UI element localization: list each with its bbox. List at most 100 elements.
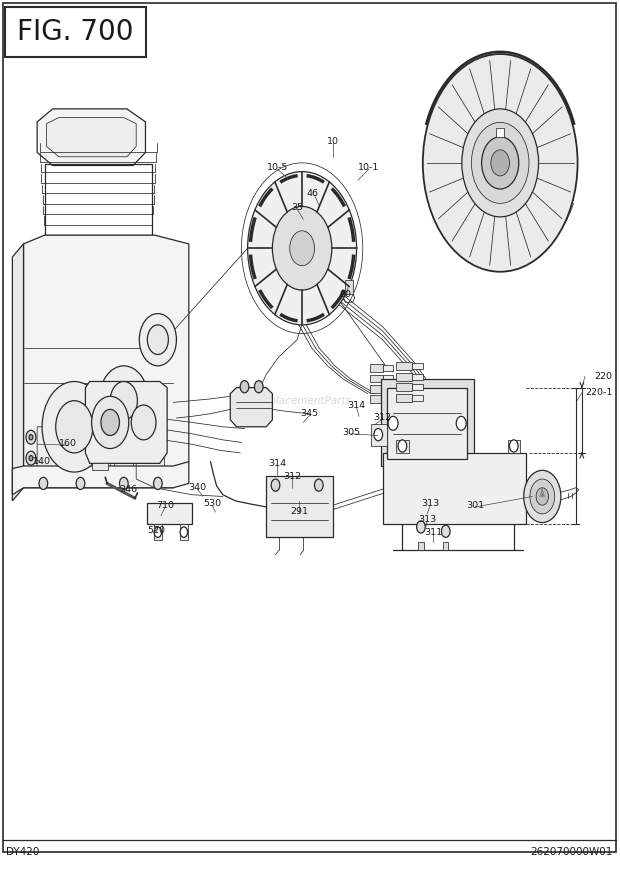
- Text: DY420: DY420: [6, 847, 40, 857]
- Circle shape: [441, 525, 450, 537]
- Text: 46: 46: [307, 189, 319, 198]
- Circle shape: [39, 477, 48, 490]
- Bar: [412, 395, 423, 401]
- Text: 90: 90: [339, 290, 352, 299]
- Circle shape: [120, 477, 128, 490]
- Text: 345: 345: [301, 409, 319, 418]
- Circle shape: [254, 381, 263, 393]
- Text: 305: 305: [342, 428, 360, 436]
- Polygon shape: [443, 542, 448, 550]
- Circle shape: [101, 409, 120, 436]
- Circle shape: [180, 527, 188, 537]
- Polygon shape: [345, 280, 353, 294]
- Polygon shape: [154, 524, 162, 540]
- Text: 340: 340: [188, 483, 206, 492]
- Polygon shape: [418, 542, 424, 550]
- Circle shape: [491, 150, 510, 176]
- Polygon shape: [24, 235, 189, 488]
- Polygon shape: [387, 388, 467, 459]
- Circle shape: [99, 366, 149, 436]
- Circle shape: [240, 381, 249, 393]
- Bar: [383, 375, 393, 381]
- Text: 35: 35: [291, 203, 303, 212]
- Text: 140: 140: [33, 457, 51, 466]
- Circle shape: [510, 440, 518, 452]
- Circle shape: [92, 396, 129, 449]
- Circle shape: [456, 416, 466, 430]
- Circle shape: [271, 479, 280, 491]
- Circle shape: [140, 314, 177, 366]
- Polygon shape: [12, 462, 189, 495]
- Circle shape: [76, 477, 85, 490]
- Text: 160: 160: [59, 439, 77, 448]
- Circle shape: [388, 416, 398, 430]
- Text: 291: 291: [290, 507, 308, 516]
- Circle shape: [26, 451, 36, 465]
- Text: 313: 313: [421, 499, 440, 508]
- Bar: [412, 374, 423, 380]
- Circle shape: [290, 231, 314, 266]
- Circle shape: [56, 401, 93, 453]
- Bar: [412, 384, 423, 390]
- Circle shape: [524, 470, 561, 523]
- Text: 314: 314: [268, 459, 286, 468]
- Bar: [383, 386, 393, 392]
- Text: 311: 311: [424, 528, 443, 537]
- Bar: [5, 7, 146, 57]
- Circle shape: [29, 435, 33, 440]
- Bar: [396, 373, 412, 381]
- Polygon shape: [381, 379, 474, 466]
- Polygon shape: [105, 444, 164, 483]
- Polygon shape: [266, 476, 333, 537]
- Text: 10-5: 10-5: [267, 163, 288, 172]
- Circle shape: [110, 381, 138, 420]
- Text: 312: 312: [283, 472, 301, 481]
- Bar: [383, 365, 393, 371]
- Circle shape: [154, 477, 162, 490]
- Circle shape: [374, 429, 383, 441]
- Polygon shape: [230, 388, 272, 427]
- Text: 220-1: 220-1: [585, 388, 613, 397]
- Polygon shape: [383, 453, 526, 524]
- Circle shape: [148, 325, 169, 354]
- Circle shape: [29, 456, 33, 461]
- Polygon shape: [46, 118, 136, 157]
- Bar: [396, 362, 412, 370]
- Text: 314: 314: [348, 402, 366, 410]
- Circle shape: [42, 381, 107, 472]
- Text: 530: 530: [203, 499, 221, 508]
- Bar: [396, 394, 412, 402]
- Text: 262070000W01: 262070000W01: [531, 847, 613, 857]
- Text: 10: 10: [327, 137, 339, 145]
- Text: 301: 301: [466, 501, 484, 510]
- Bar: [412, 363, 423, 369]
- Circle shape: [423, 54, 578, 272]
- Text: 520: 520: [148, 526, 166, 535]
- Bar: [396, 383, 412, 391]
- Text: FIG. 700: FIG. 700: [17, 18, 134, 46]
- Polygon shape: [371, 424, 387, 446]
- Bar: [370, 375, 383, 382]
- Polygon shape: [508, 440, 520, 453]
- Circle shape: [131, 405, 156, 440]
- Bar: [370, 364, 383, 372]
- Text: eplacementParts.: eplacementParts.: [264, 395, 355, 406]
- Polygon shape: [497, 128, 504, 137]
- Text: 312: 312: [373, 413, 392, 422]
- Text: 313: 313: [418, 515, 436, 523]
- Circle shape: [530, 479, 555, 514]
- Circle shape: [471, 123, 529, 204]
- Bar: [370, 395, 383, 403]
- Circle shape: [247, 172, 356, 325]
- Polygon shape: [86, 381, 167, 463]
- Polygon shape: [396, 440, 409, 453]
- Circle shape: [154, 527, 162, 537]
- Polygon shape: [37, 427, 105, 483]
- Polygon shape: [12, 244, 24, 501]
- Bar: [370, 385, 383, 393]
- Circle shape: [462, 109, 539, 217]
- Polygon shape: [540, 490, 545, 496]
- Polygon shape: [92, 463, 108, 470]
- Bar: [383, 396, 393, 402]
- Circle shape: [398, 440, 407, 452]
